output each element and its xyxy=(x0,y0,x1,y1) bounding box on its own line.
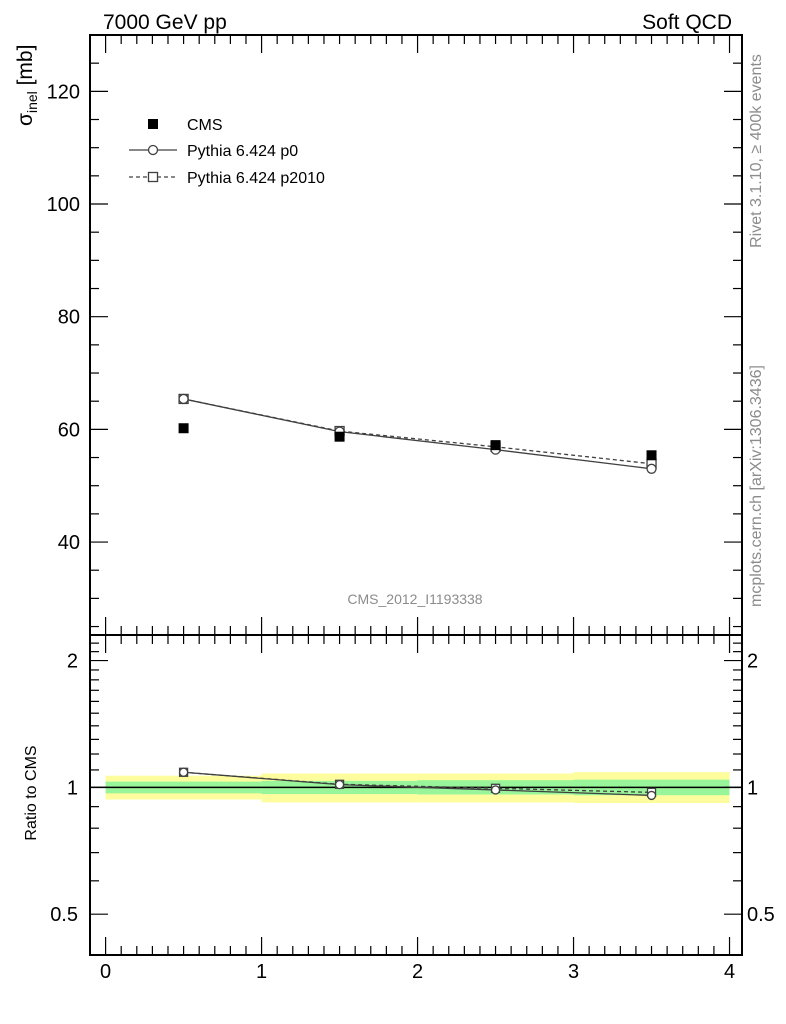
ratio-p0-point xyxy=(490,785,501,795)
legend-p2010-label: Pythia 6.424 p2010 xyxy=(187,170,325,187)
ratio-ytick-label-left: 0.5 xyxy=(50,904,78,926)
cms-point xyxy=(646,450,657,461)
ratio-p0-line xyxy=(183,771,652,797)
p2010-line xyxy=(183,398,652,465)
legend-p2010-marker xyxy=(147,171,159,183)
ratio-ytick-label-right: 0.5 xyxy=(747,904,775,926)
axis-ticks xyxy=(90,34,742,956)
category-label: Soft QCD xyxy=(642,11,732,34)
ratio-ytick-label-left: 1 xyxy=(67,777,78,799)
ratio-plot-frame xyxy=(89,634,743,956)
xtick-label: 0 xyxy=(100,961,111,983)
xtick-label: 3 xyxy=(568,961,579,983)
ratio-ytick-label-left: 2 xyxy=(67,651,78,673)
legend-p0-label: Pythia 6.424 p0 xyxy=(187,143,298,160)
p0-line xyxy=(183,398,652,470)
energy-label: 7000 GeV pp xyxy=(103,11,227,34)
ratio-p0-point xyxy=(646,790,657,801)
main-ytick-label: 60 xyxy=(58,419,80,441)
legend: CMS Pythia 6.424 p0 Pythia 6.424 p2010 xyxy=(129,117,325,187)
p0-point xyxy=(178,393,189,405)
xtick-label: 1 xyxy=(256,961,267,983)
main-ytick-label: 120 xyxy=(47,81,80,103)
legend-cms-marker xyxy=(148,119,158,129)
analysis-id-label: CMS_2012_I1193338 xyxy=(347,591,482,607)
cms-point xyxy=(334,431,345,442)
cms-point xyxy=(490,440,501,451)
xtick-label: 2 xyxy=(412,961,423,983)
main-ytick-label: 80 xyxy=(58,307,80,329)
main-ylabel: σinel [mb] xyxy=(14,45,40,126)
main-ytick-label: 40 xyxy=(58,532,80,554)
cms-point xyxy=(178,423,189,434)
legend-cms-label: CMS xyxy=(187,117,223,134)
ratio-p0-point xyxy=(334,779,345,790)
ratio-ytick-label-right: 1 xyxy=(747,777,758,799)
legend-p0-marker xyxy=(147,144,159,156)
xtick-label: 4 xyxy=(724,961,735,983)
source-label: mcplots.cern.ch [arXiv:1306.3436] xyxy=(748,365,765,607)
rivet-version-label: Rivet 3.1.10, ≥ 400k events xyxy=(748,54,765,248)
main-ytick-label: 100 xyxy=(47,194,80,216)
data-series xyxy=(178,393,657,801)
ratio-ytick-label-right: 2 xyxy=(747,651,758,673)
tick-labels: 40 60 80 100 120 0.5 0.5 1 1 2 2 0 1 2 3 4 xyxy=(47,81,775,983)
ratio-p0-point xyxy=(178,767,189,777)
ratio-ylabel: Ratio to CMS xyxy=(23,745,40,840)
p0-point xyxy=(646,463,657,474)
